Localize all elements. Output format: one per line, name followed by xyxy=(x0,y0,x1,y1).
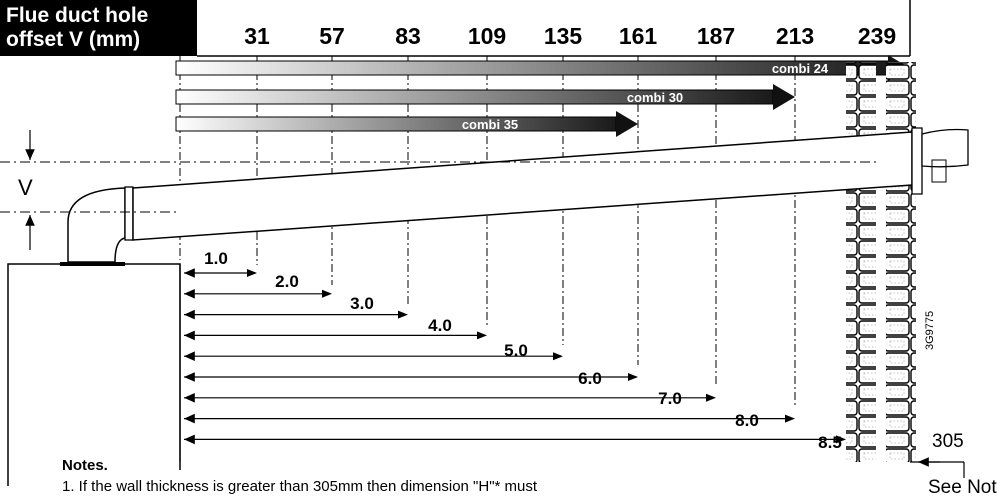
model-bar xyxy=(175,116,617,132)
offset-label: 213 xyxy=(776,23,814,49)
length-label: 8.5 xyxy=(818,433,842,452)
model-bar-arrowhead xyxy=(773,84,795,110)
offset-label: 239 xyxy=(858,23,896,49)
length-dimensions: 1.0 2.0 3.0 4.0 5.0 6.0 7.0 8.0 8.5 xyxy=(179,249,846,462)
model-bar xyxy=(175,89,774,105)
length-label: 2.0 xyxy=(275,272,299,291)
length-label: 6.0 xyxy=(578,369,602,388)
length-label: 8.0 xyxy=(735,411,759,430)
wall-thickness-label: 305 xyxy=(932,431,964,452)
length-label: 7.0 xyxy=(658,389,682,408)
offset-label: 109 xyxy=(468,23,506,49)
length-dimension-arrowhead xyxy=(477,331,487,340)
header-box: Flue duct hole offset V (mm) xyxy=(0,0,197,56)
model-bar-arrowhead xyxy=(616,111,638,137)
length-label: 4.0 xyxy=(428,316,452,335)
offset-labels: 31 57 83 109 135 161 187 213 239 xyxy=(244,23,896,49)
length-dimension-arrowhead xyxy=(553,352,563,361)
header-line-1: Flue duct hole xyxy=(6,4,149,27)
offset-label: 57 xyxy=(319,23,345,49)
offset-symbol: V xyxy=(18,175,33,200)
see-note-label: See Note xyxy=(928,477,997,498)
length-dimension-arrowhead xyxy=(836,435,846,444)
offset-label: 161 xyxy=(619,23,658,49)
offset-label: 187 xyxy=(697,23,735,49)
length-dimension-arrowhead xyxy=(706,393,716,402)
model-label: combi 24 xyxy=(772,61,829,76)
length-dimension-arrowhead xyxy=(628,373,638,381)
offset-label: 83 xyxy=(395,23,421,49)
model-bars: combi 24 combi 30 combi 35 xyxy=(175,55,910,137)
terminal-cap xyxy=(921,128,969,168)
note-line-1: 1. If the wall thickness is greater than… xyxy=(62,478,538,495)
wall-left xyxy=(846,62,876,462)
boiler-outline xyxy=(7,263,181,486)
flue-elbow xyxy=(67,187,126,263)
offset-label: 135 xyxy=(544,23,583,49)
drawing-code: 3G9775 xyxy=(924,310,936,350)
model-label: combi 30 xyxy=(627,90,683,105)
header-line-2: offset V (mm) xyxy=(6,28,141,51)
length-label: 5.0 xyxy=(504,341,528,360)
length-dimension-arrowhead xyxy=(398,310,408,319)
flue-collar xyxy=(124,186,134,241)
wall-right xyxy=(886,62,916,462)
flue-terminal xyxy=(911,127,923,195)
length-dimension-arrowhead xyxy=(322,289,332,298)
offset-label: 31 xyxy=(244,23,270,49)
length-label: 1.0 xyxy=(204,249,228,268)
notes-title: Notes. xyxy=(62,457,108,474)
length-dimension-arrowhead xyxy=(785,414,795,423)
model-label: combi 35 xyxy=(462,117,518,132)
length-label: 3.0 xyxy=(350,294,374,313)
length-dimension-arrowhead xyxy=(247,269,257,277)
terminal-grille xyxy=(931,159,947,183)
